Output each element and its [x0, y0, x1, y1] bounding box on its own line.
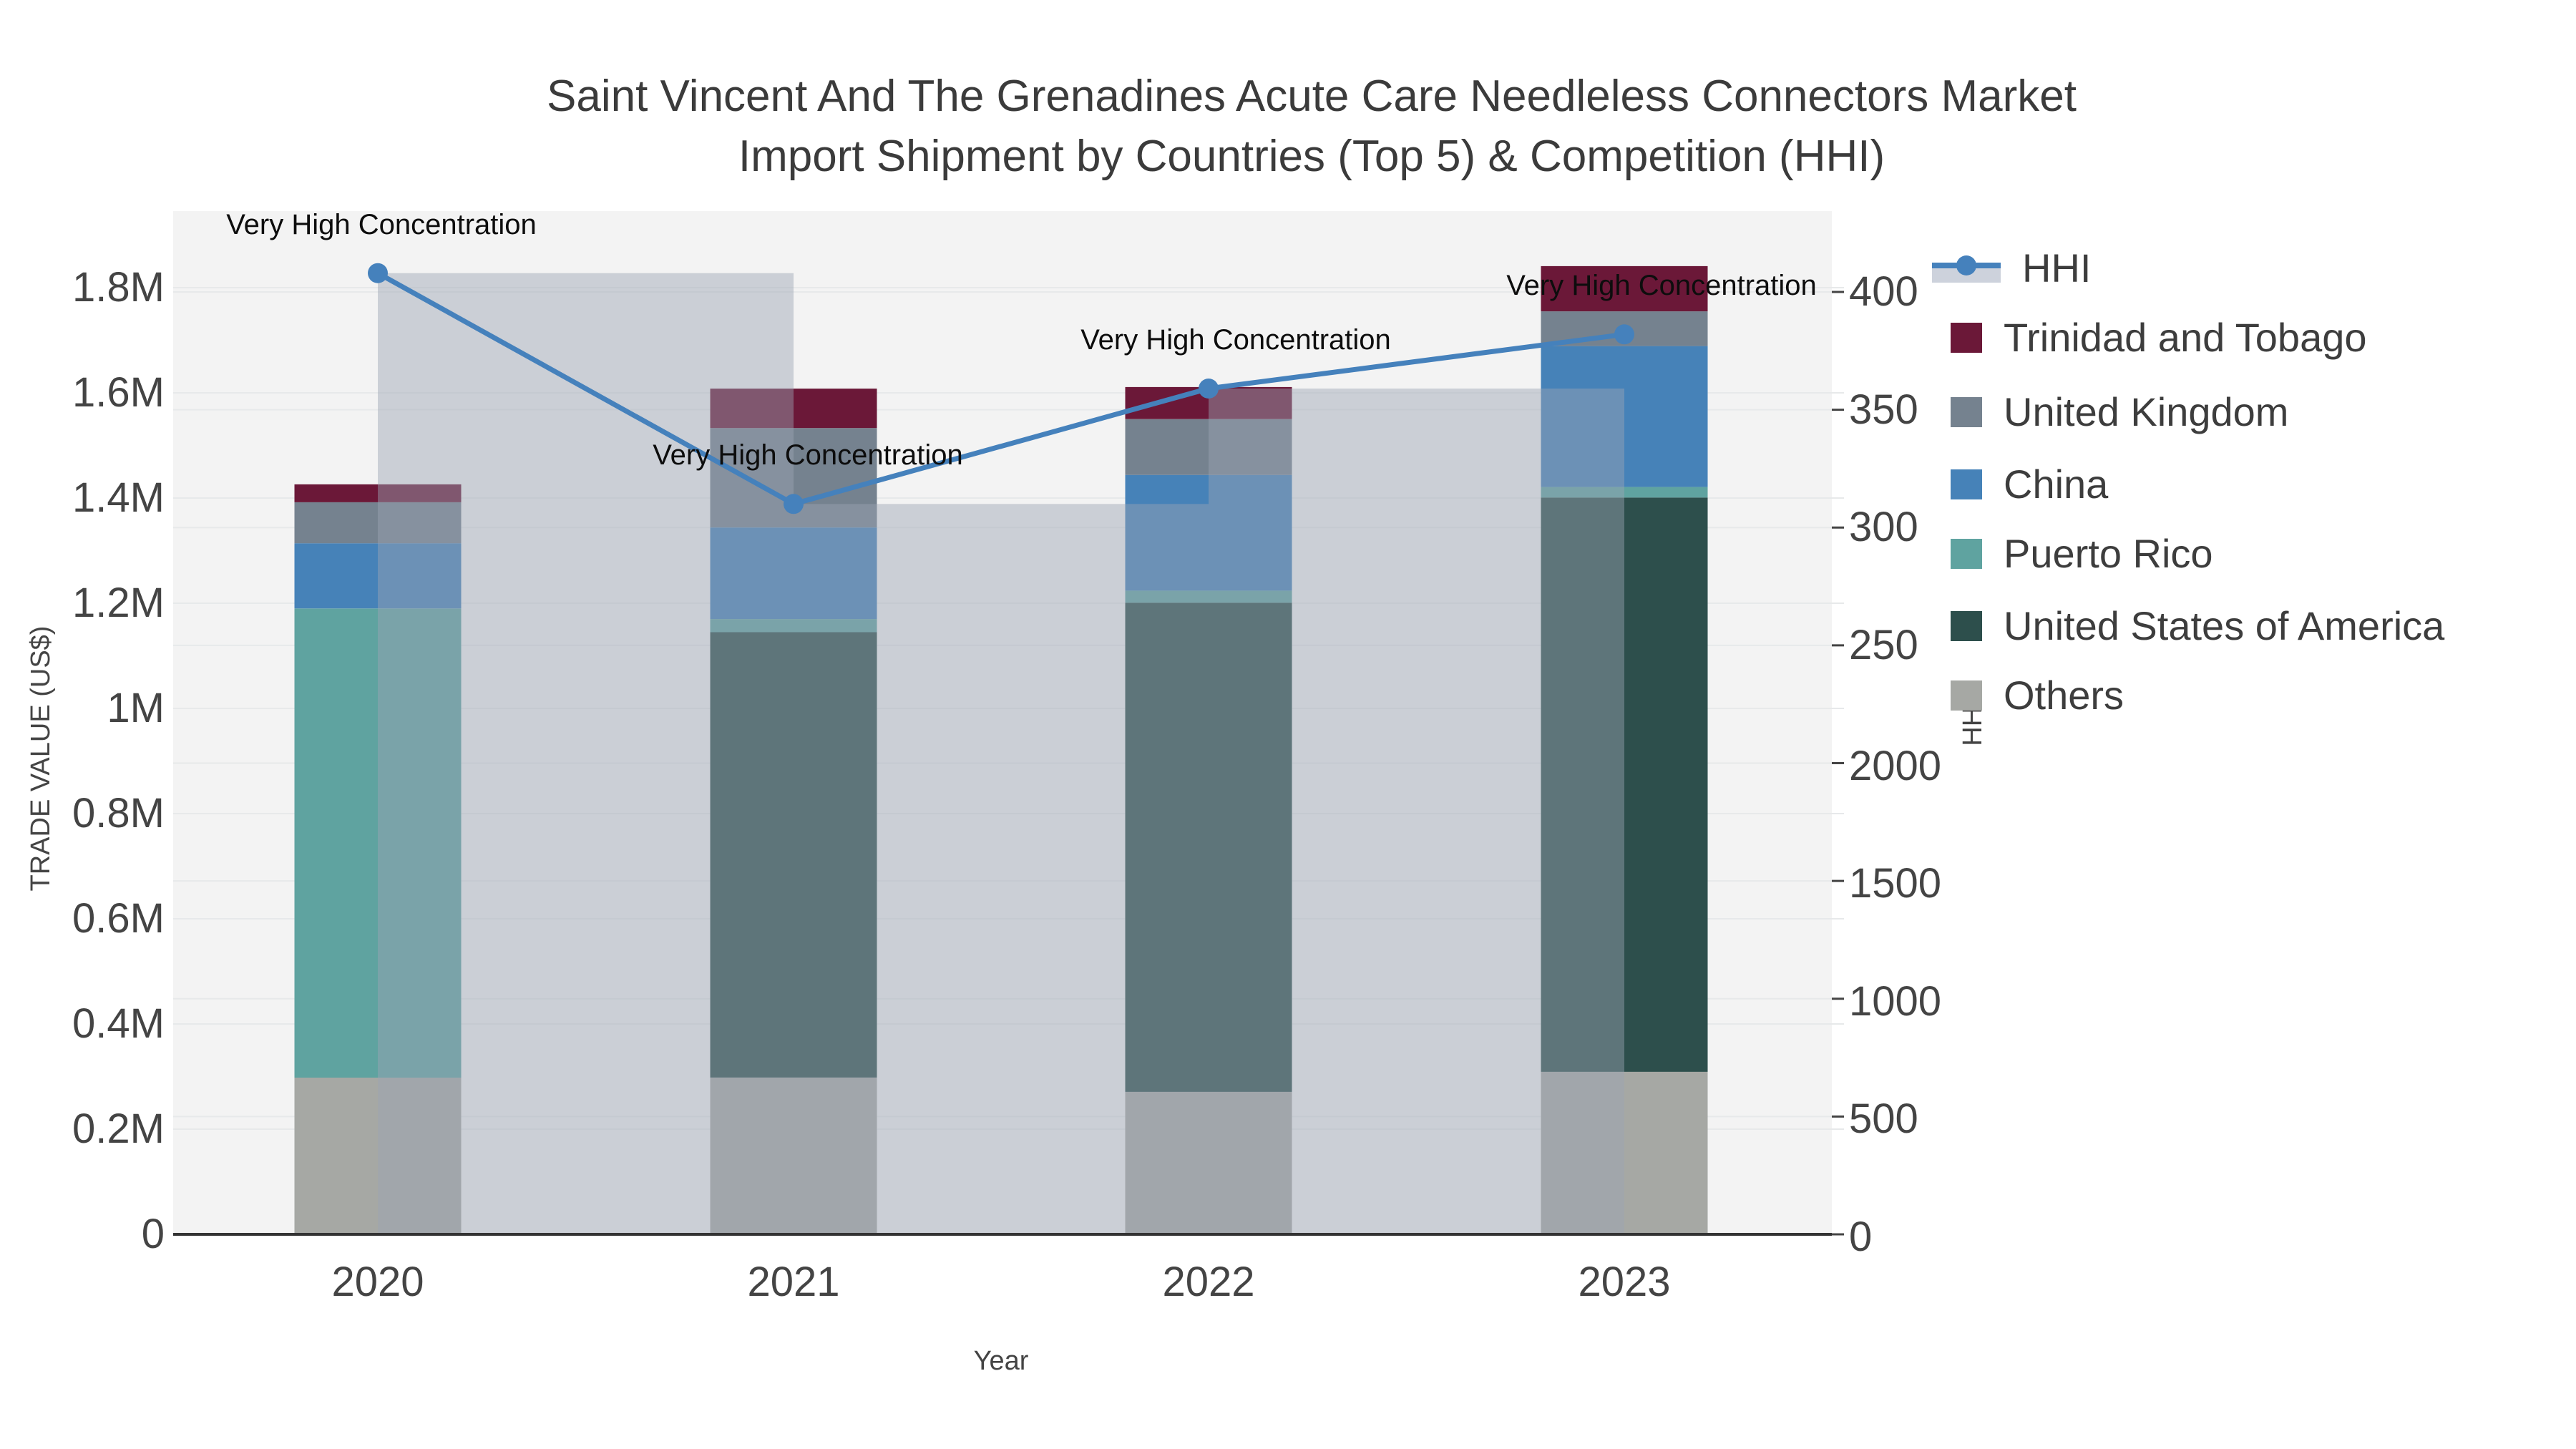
swatch-icon	[1951, 680, 1982, 711]
x-axis-title: Year	[973, 1346, 1029, 1376]
legend-item-trinidad-and-tobago[interactable]: Trinidad and Tobago	[1932, 316, 2367, 359]
swatch-icon	[1951, 469, 1982, 499]
hhi-axis-tick-label: 1000	[1849, 978, 1942, 1025]
x-axis-tick-label: 2022	[1162, 1259, 1255, 1305]
y-axis-tick-label: 1.2M	[72, 580, 165, 626]
y2-axis-tick-label: 250	[1849, 622, 1918, 668]
swatch-icon	[1951, 323, 1982, 353]
legend-item-united-states-of-america[interactable]: United States of America	[1932, 605, 2444, 648]
hhi-axis-tick-label: 1500	[1849, 860, 1942, 907]
hhi-axis-tick-label: 0	[1849, 1214, 1873, 1260]
y-axis-tick-label: 1M	[107, 685, 165, 731]
hhi-axis-tick-label: 2000	[1849, 743, 1942, 789]
legend-label: United States of America	[2004, 603, 2445, 648]
annotation: Very High Concentration	[1080, 324, 1391, 356]
legend-label: Others	[2004, 673, 2124, 718]
y-axis-title: TRADE VALUE (US$)	[26, 625, 56, 892]
hhi-axis-tick-label: 500	[1849, 1096, 1918, 1142]
y2-axis-title: HHI	[1958, 699, 1988, 746]
chart-title-line1: Saint Vincent And The Grenadines Acute C…	[547, 72, 2077, 121]
y-axis-tick-label: 0.8M	[72, 790, 165, 836]
swatch-icon	[1951, 539, 1982, 569]
annotation: Very High Concentration	[1506, 270, 1817, 301]
y-axis-tick-label: 0.4M	[72, 1000, 165, 1047]
legend-item-puerto-rico[interactable]: Puerto Rico	[1932, 532, 2213, 575]
hhi-line-icon	[1932, 253, 2001, 284]
y-axis-tick-label: 0.2M	[72, 1106, 165, 1152]
x-axis-tick-label: 2021	[747, 1259, 840, 1305]
legend-label: United Kingdom	[2004, 389, 2289, 434]
swatch-icon	[1951, 611, 1982, 641]
legend-label: Puerto Rico	[2004, 531, 2213, 576]
legend-label: China	[2004, 462, 2109, 507]
y2-axis-tick-label: 400	[1849, 268, 1918, 315]
annotation: Very High Concentration	[226, 209, 537, 240]
x-axis-tick-label: 2023	[1578, 1259, 1671, 1305]
y2-axis-tick-label: 350	[1849, 386, 1918, 433]
x-axis-tick-label: 2020	[331, 1259, 424, 1305]
chart-title-line2: Import Shipment by Countries (Top 5) & C…	[738, 132, 1885, 181]
swatch-icon	[1951, 397, 1982, 427]
legend-item-united-kingdom[interactable]: United Kingdom	[1932, 391, 2288, 434]
legend-item-others[interactable]: Others	[1932, 674, 2124, 717]
y-axis-tick-label: 1.4M	[72, 474, 165, 521]
y-axis-tick-label: 0	[141, 1211, 165, 1257]
y-axis-tick-label: 1.6M	[72, 369, 165, 416]
legend-label: HHI	[2022, 245, 2092, 291]
legend-item-hhi[interactable]: HHI	[1932, 247, 2091, 290]
legend-item-china[interactable]: China	[1932, 463, 2108, 506]
legend-label: Trinidad and Tobago	[2004, 315, 2367, 360]
y-axis-tick-label: 1.8M	[72, 264, 165, 311]
y2-axis-tick-label: 300	[1849, 504, 1918, 550]
y-axis-tick-label: 0.6M	[72, 895, 165, 942]
annotation: Very High Concentration	[653, 439, 963, 471]
